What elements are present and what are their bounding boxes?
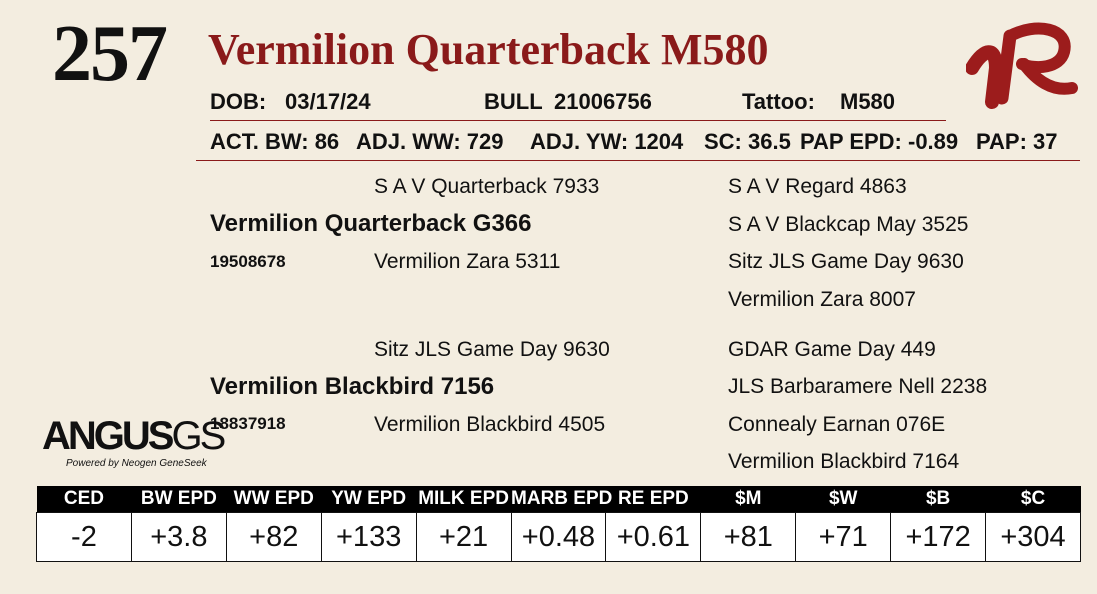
adj-ww: ADJ. WW: 729 (356, 129, 504, 154)
epd-header-ww: WW EPD (226, 486, 322, 513)
sex-label: BULL (484, 89, 543, 114)
epd-header-w: $W (795, 486, 891, 513)
identity-row: DOB: 03/17/24 BULL 21006756 Tattoo: M580 (210, 84, 946, 121)
adj-yw: ADJ. YW: 1204 (530, 129, 684, 154)
dam-sire-dam: JLS Barbaramere Nell 2238 (728, 375, 988, 398)
epd-value-milk: +21 (415, 512, 512, 562)
logo-suffix-text: GS (171, 414, 226, 458)
tattoo-label: Tattoo: (742, 89, 815, 114)
sire-dam-dam: Vermilion Zara 8007 (728, 288, 916, 311)
epd-value-m: +81 (700, 512, 797, 562)
dob-value: 03/17/24 (285, 89, 371, 114)
dam-name: Vermilion Blackbird 7156 (210, 373, 495, 400)
dam-dam: Vermilion Blackbird 4505 (374, 413, 606, 436)
performance-row: ACT. BW: 86 ADJ. WW: 729 ADJ. YW: 1204 S… (196, 124, 1080, 161)
logo-main-text: ANGUS (42, 414, 174, 458)
animal-name: Vermilion Quarterback M580 (208, 25, 769, 74)
epd-value-b: +172 (890, 512, 987, 562)
angus-gs-logo: ANGUSGS Powered by Neogen GeneSeek (42, 414, 226, 474)
sire-name: Vermilion Quarterback G366 (210, 210, 532, 237)
dam-dam-dam: Vermilion Blackbird 7164 (728, 450, 960, 473)
sire-sire-dam: S A V Blackcap May 3525 (728, 213, 969, 236)
epd-header-bw: BW EPD (131, 486, 227, 513)
epd-value-bw: +3.8 (130, 512, 227, 562)
sire-sire-sire: S A V Regard 4863 (728, 175, 907, 198)
epd-header-ced: CED (36, 486, 132, 513)
epd-value-ced: -2 (36, 512, 132, 562)
epd-value-marb: +0.48 (510, 512, 607, 562)
dam-sire: Sitz JLS Game Day 9630 (374, 338, 610, 361)
lot-number: 257 (52, 10, 168, 98)
sc: SC: 36.5 (704, 129, 791, 154)
epd-value-c: +304 (985, 512, 1081, 562)
epd-value-re: +0.61 (605, 512, 702, 562)
act-bw: ACT. BW: 86 (210, 129, 340, 154)
epd-value-row: -2 +3.8 +82 +133 +21 +0.48 +0.61 +81 +71… (36, 512, 1081, 562)
vr-brand-icon (966, 22, 1078, 109)
epd-header-m: $M (700, 486, 796, 513)
dam-registration: 18837918 (210, 414, 286, 433)
dam-sire-sire: GDAR Game Day 449 (728, 338, 936, 361)
dam-dam-sire: Connealy Earnan 076E (728, 413, 946, 436)
epd-table: CED BW EPD WW EPD YW EPD MILK EPD MARB E… (36, 486, 1081, 562)
tattoo-value: M580 (840, 89, 896, 114)
epd-header-row: CED BW EPD WW EPD YW EPD MILK EPD MARB E… (36, 486, 1081, 513)
pap-epd: PAP EPD: -0.89 (800, 129, 959, 154)
epd-value-yw: +133 (320, 512, 417, 562)
epd-header-yw: YW EPD (321, 486, 417, 513)
sire-dam-sire: Sitz JLS Game Day 9630 (728, 250, 964, 273)
sire-sire: S A V Quarterback 7933 (374, 175, 600, 198)
dob-label: DOB: (210, 89, 267, 114)
epd-header-b: $B (890, 486, 986, 513)
pap: PAP: 37 (976, 129, 1058, 154)
registration-number: 21006756 (554, 89, 652, 114)
sire-registration: 19508678 (210, 252, 286, 271)
epd-header-re: RE EPD (605, 486, 701, 513)
logo-tagline: Powered by Neogen GeneSeek (66, 458, 207, 469)
epd-value-w: +71 (795, 512, 892, 562)
epd-header-c: $C (985, 486, 1081, 513)
epd-header-marb: MARB EPD (511, 486, 612, 513)
sire-dam: Vermilion Zara 5311 (374, 250, 561, 273)
epd-header-milk: MILK EPD (416, 486, 512, 513)
epd-value-ww: +82 (225, 512, 322, 562)
